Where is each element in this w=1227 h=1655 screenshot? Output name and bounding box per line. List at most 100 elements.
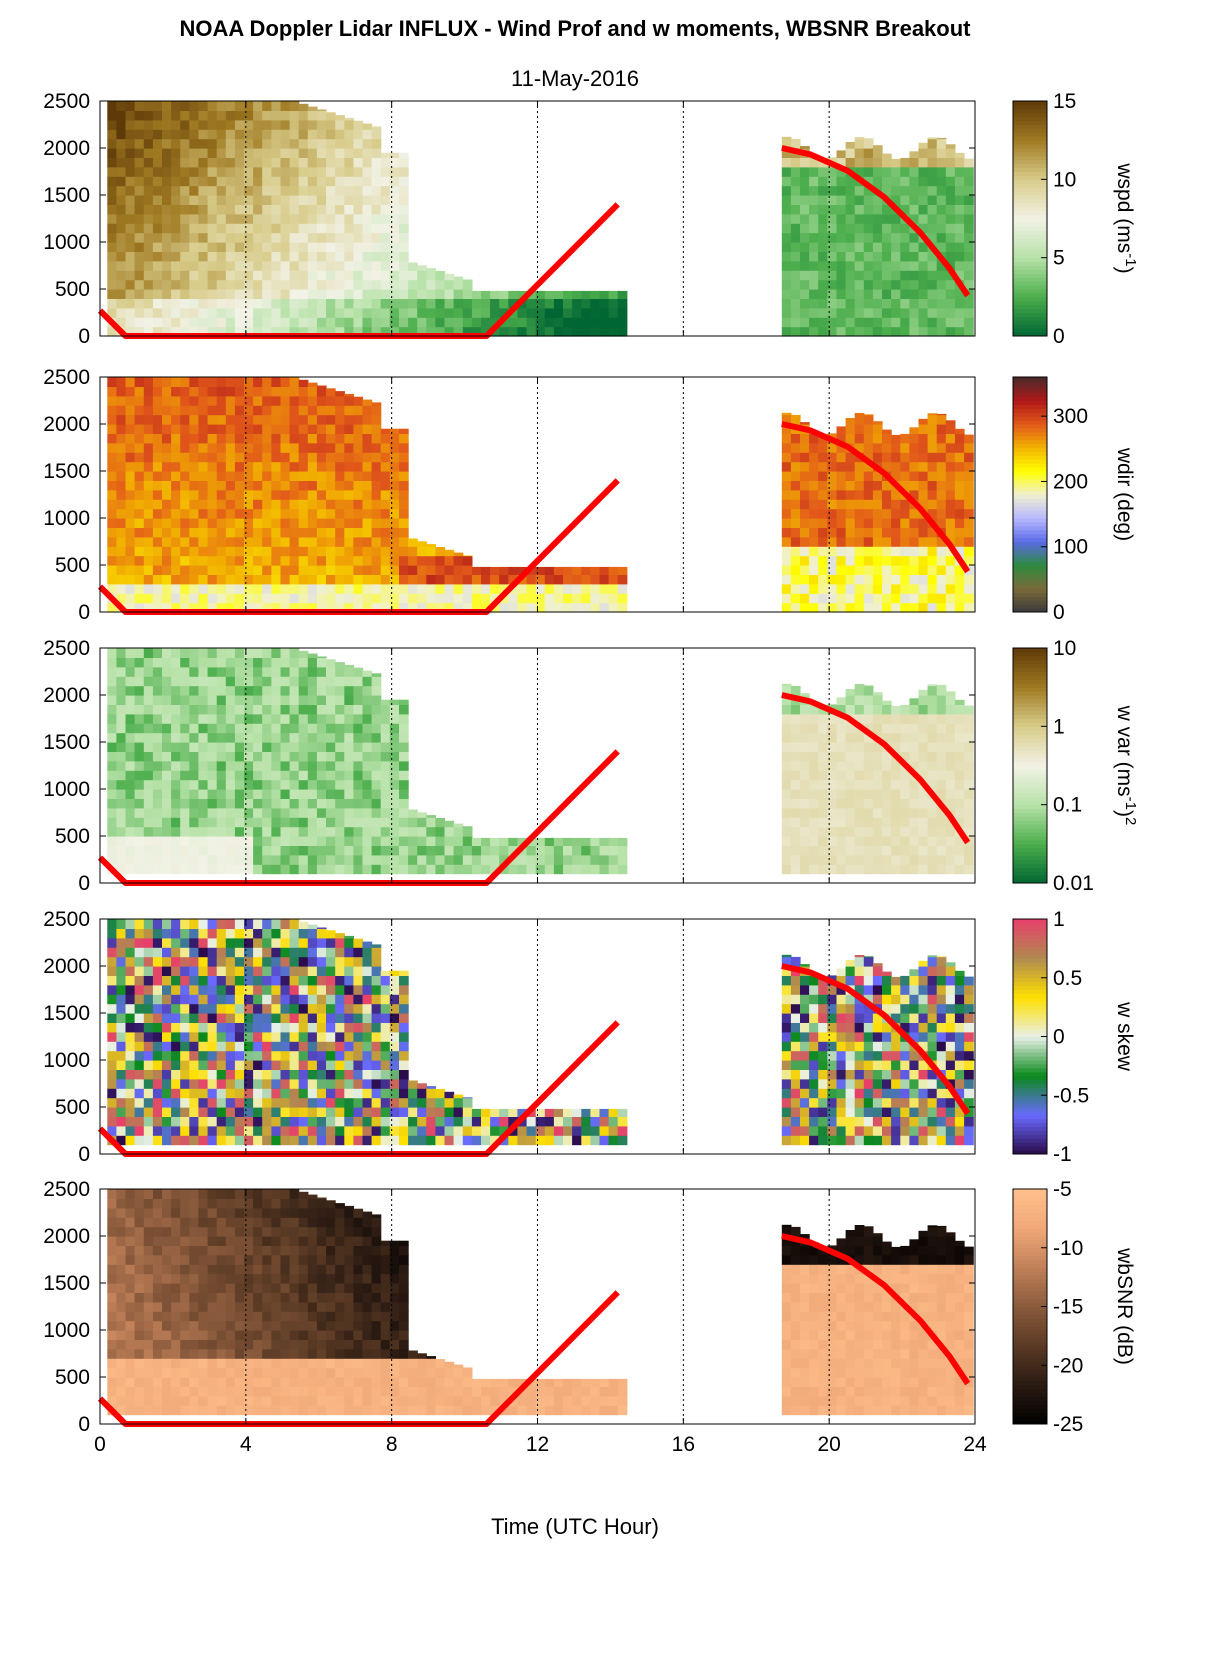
data-cell xyxy=(289,956,300,967)
data-cell xyxy=(964,555,974,566)
data-cell xyxy=(143,1069,154,1080)
data-cell xyxy=(863,195,874,205)
data-cell xyxy=(143,195,154,205)
data-cell xyxy=(162,1003,172,1014)
data-cell xyxy=(954,270,965,281)
data-cell xyxy=(216,1116,227,1127)
data-cell xyxy=(954,152,965,158)
data-cell xyxy=(827,713,837,724)
data-cell xyxy=(326,223,336,234)
data-cell xyxy=(790,685,801,696)
data-cell xyxy=(316,695,327,705)
data-cell xyxy=(326,452,336,463)
data-cell xyxy=(845,732,856,743)
colorbar-segment xyxy=(1013,761,1047,766)
data-cell xyxy=(389,298,400,309)
data-cell xyxy=(371,807,382,818)
data-cell xyxy=(189,433,199,444)
data-cell xyxy=(335,270,345,281)
data-cell xyxy=(244,928,254,939)
data-cell xyxy=(809,452,819,463)
data-cell xyxy=(335,1116,345,1127)
data-cell xyxy=(954,326,965,337)
data-cell xyxy=(253,770,263,781)
data-cell xyxy=(800,433,810,444)
data-cell xyxy=(152,742,163,752)
data-cell xyxy=(882,289,892,299)
data-cell xyxy=(125,317,136,328)
data-cell xyxy=(162,928,172,939)
data-cell xyxy=(298,1078,309,1089)
data-cell xyxy=(945,779,956,790)
data-cell xyxy=(244,704,254,715)
data-cell xyxy=(435,326,446,337)
data-cell xyxy=(326,956,336,967)
data-cell xyxy=(134,1097,145,1108)
data-cell xyxy=(845,251,856,262)
data-cell xyxy=(225,129,236,140)
data-cell xyxy=(271,405,282,416)
colorbar-segment xyxy=(1013,785,1047,790)
data-cell xyxy=(207,751,218,762)
data-cell xyxy=(253,1116,263,1127)
data-cell xyxy=(289,471,300,481)
data-cell xyxy=(198,1050,209,1061)
data-cell xyxy=(271,807,282,818)
data-cell xyxy=(143,742,154,752)
data-cell xyxy=(599,317,610,328)
data-cell xyxy=(380,555,391,566)
data-cell xyxy=(809,298,819,309)
data-cell xyxy=(216,713,227,724)
data-cell xyxy=(125,864,136,875)
data-cell xyxy=(781,565,792,575)
data-cell xyxy=(453,854,464,865)
data-cell xyxy=(608,307,619,318)
data-cell xyxy=(107,119,117,130)
data-cell xyxy=(253,307,263,318)
data-cell xyxy=(426,602,436,613)
data-cell xyxy=(298,251,309,262)
data-cell xyxy=(836,508,847,519)
data-cell xyxy=(353,195,364,205)
data-cell xyxy=(371,751,382,762)
data-cell xyxy=(590,602,601,613)
data-cell xyxy=(262,452,272,463)
data-cell xyxy=(326,289,336,299)
data-cell xyxy=(107,213,117,224)
colorbar-segment xyxy=(1013,537,1047,542)
data-cell xyxy=(262,817,272,828)
data-cell xyxy=(800,854,810,865)
data-cell xyxy=(316,657,327,668)
data-cell xyxy=(389,317,400,328)
data-cell xyxy=(262,975,272,986)
data-cell xyxy=(234,442,245,453)
data-cell xyxy=(280,648,291,658)
data-cell xyxy=(945,326,956,337)
data-cell xyxy=(781,574,792,585)
data-cell xyxy=(289,119,300,130)
data-cell xyxy=(116,138,127,149)
data-cell xyxy=(954,260,965,271)
data-cell xyxy=(316,166,327,177)
data-cell xyxy=(909,307,920,318)
data-cell xyxy=(863,185,874,196)
data-cell xyxy=(162,937,172,948)
data-cell xyxy=(845,232,856,243)
data-cell xyxy=(335,975,345,986)
data-cell xyxy=(964,326,974,337)
data-cell xyxy=(298,760,309,771)
data-cell xyxy=(417,541,427,547)
data-cell xyxy=(417,593,427,604)
data-cell xyxy=(790,527,801,538)
data-cell xyxy=(207,527,218,538)
data-cell xyxy=(189,414,199,425)
colorbar-segment xyxy=(1013,494,1047,499)
data-cell xyxy=(143,101,154,111)
data-cell xyxy=(180,386,190,397)
data-cell xyxy=(954,480,965,491)
data-cell xyxy=(891,723,901,734)
data-cell xyxy=(945,583,956,594)
data-cell xyxy=(234,405,245,416)
data-cell xyxy=(781,414,792,425)
